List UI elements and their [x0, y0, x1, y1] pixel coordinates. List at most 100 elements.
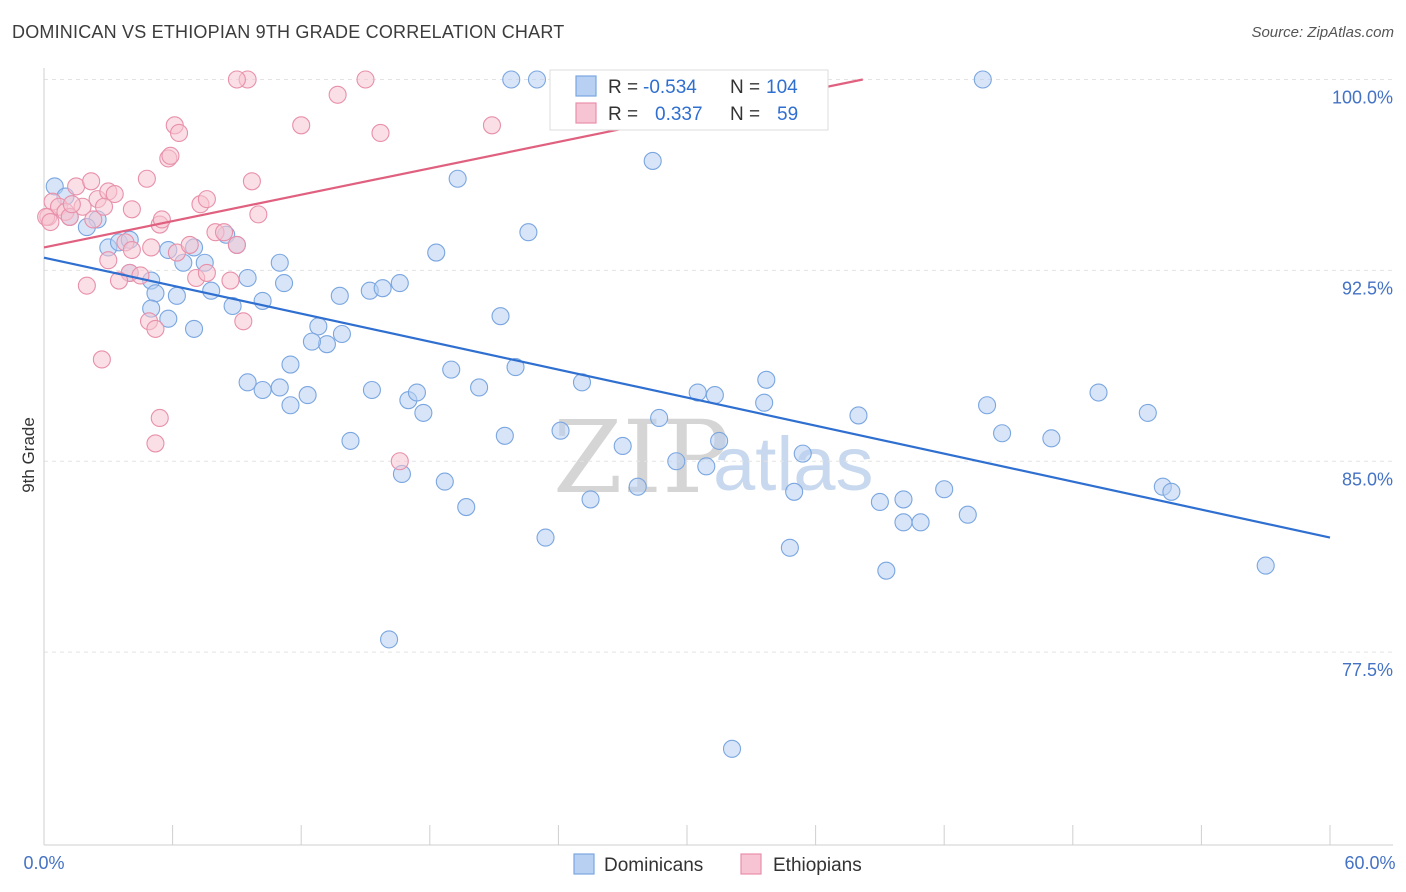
dominican-point — [448, 169, 467, 188]
dominican-point — [1089, 383, 1108, 402]
series-legend-label-dominicans: Dominicans — [604, 855, 703, 876]
dominican-point — [184, 319, 204, 338]
axes — [43, 68, 1393, 846]
ethiopian-point — [122, 240, 141, 260]
ethiopian-point — [82, 172, 101, 191]
y-tick-label: 92.5% — [1342, 278, 1393, 298]
ethiopian-point — [131, 266, 150, 285]
legend-r-label-2: R = — [608, 104, 638, 125]
dominican-point — [317, 335, 336, 354]
series-legend-swatch-ethiopians — [740, 853, 762, 875]
dominican-point — [373, 279, 392, 298]
dominican-point — [877, 561, 896, 580]
y-tick-labels: 100.0% 92.5% 85.0% 77.5% — [1332, 88, 1393, 681]
chart-source: Source: ZipAtlas.com — [1251, 24, 1394, 41]
dominican-point — [1042, 429, 1061, 448]
ethiopian-point — [77, 276, 96, 295]
dominican-point — [667, 452, 686, 471]
dominican-point — [785, 482, 804, 501]
dominican-point — [238, 268, 257, 288]
dominican-point — [491, 307, 510, 326]
dominican-point — [993, 424, 1012, 443]
ethiopian-point — [234, 312, 253, 331]
ethiopian-point — [214, 223, 234, 242]
dominican-point — [270, 253, 289, 272]
dominican-point — [330, 286, 349, 305]
legend-swatch-ethiopians — [575, 102, 597, 124]
dominican-point — [757, 370, 776, 389]
y-tick-label: 77.5% — [1342, 660, 1393, 680]
dominican-point — [973, 70, 992, 89]
dominican-point — [581, 490, 600, 509]
dominican-point — [435, 472, 454, 491]
dominican-point — [506, 358, 525, 377]
ethiopian-point — [169, 123, 189, 142]
dominican-point — [697, 457, 716, 476]
ethiopian-point — [146, 434, 165, 453]
ethiopian-point — [328, 85, 347, 104]
dominican-point — [167, 286, 186, 305]
ethiopian-point — [92, 350, 111, 369]
dominican-point — [710, 431, 729, 450]
ethiopian-point — [109, 271, 129, 290]
dominican-point — [894, 490, 913, 509]
dominican-point — [407, 383, 426, 402]
dominican-point — [705, 386, 724, 405]
dominican-point — [935, 480, 954, 499]
dominican-point — [1162, 482, 1181, 501]
dominican-point — [442, 360, 461, 379]
legend-n-label-1: N = — [730, 77, 760, 98]
dominican-point — [281, 355, 300, 374]
dominican-point — [427, 243, 446, 262]
dominican-point — [495, 426, 514, 445]
dominican-point — [870, 492, 889, 512]
dominican-point — [223, 296, 242, 316]
dominican-point — [1256, 556, 1275, 575]
dominican-point — [332, 324, 351, 344]
dominican-point — [146, 284, 165, 303]
dominican-point — [390, 274, 409, 293]
dominican-point — [536, 528, 555, 547]
ethiopian-point — [390, 452, 409, 471]
dominican-point — [414, 403, 433, 422]
ethiopian-point — [122, 200, 141, 219]
ethiopian-point — [180, 235, 199, 254]
ethiopian-point — [197, 190, 216, 209]
dominican-point — [362, 380, 381, 400]
dominican-point — [722, 739, 742, 758]
legend-n-value-1: 104 — [766, 77, 798, 98]
dominican-point — [309, 317, 328, 336]
y-tick-label: 100.0% — [1332, 88, 1393, 108]
dominican-point — [958, 505, 977, 524]
dominican-point — [238, 373, 257, 392]
series-legend-swatch-dominicans — [573, 853, 595, 875]
ethiopian-point — [292, 116, 311, 135]
ethiopian-point — [67, 177, 86, 196]
dominican-point — [298, 386, 317, 405]
ethiopian-point — [482, 116, 502, 135]
ethiopian-point — [94, 197, 114, 216]
dominican-point — [470, 378, 489, 397]
ethiopian-point — [99, 251, 118, 270]
ethiopian-point — [227, 235, 246, 254]
ethiopian-point — [227, 70, 246, 89]
ethiopian-point — [197, 263, 216, 282]
dominican-point — [341, 431, 360, 450]
dominican-point — [502, 70, 521, 89]
dominican-point — [275, 274, 294, 293]
dominican-point — [780, 538, 799, 557]
watermark: ZIP atlas — [553, 399, 874, 516]
stats-legend: R = -0.534 N = 104 R = 0.337 N = 59 — [549, 69, 829, 131]
ethiopian-point — [142, 238, 161, 257]
legend-n-label-2: N = — [730, 104, 760, 125]
dominican-point — [1138, 403, 1157, 422]
chart-title: DOMINICAN VS ETHIOPIAN 9TH GRADE CORRELA… — [12, 22, 565, 42]
dominican-point — [302, 332, 321, 351]
dominican-point — [202, 281, 221, 300]
dominican-point — [849, 406, 868, 425]
series-legend-label-ethiopians: Ethiopians — [773, 855, 862, 876]
dominican-point — [519, 223, 538, 242]
y-axis-title: 9th Grade — [19, 417, 38, 493]
ethiopian-point — [249, 205, 268, 224]
